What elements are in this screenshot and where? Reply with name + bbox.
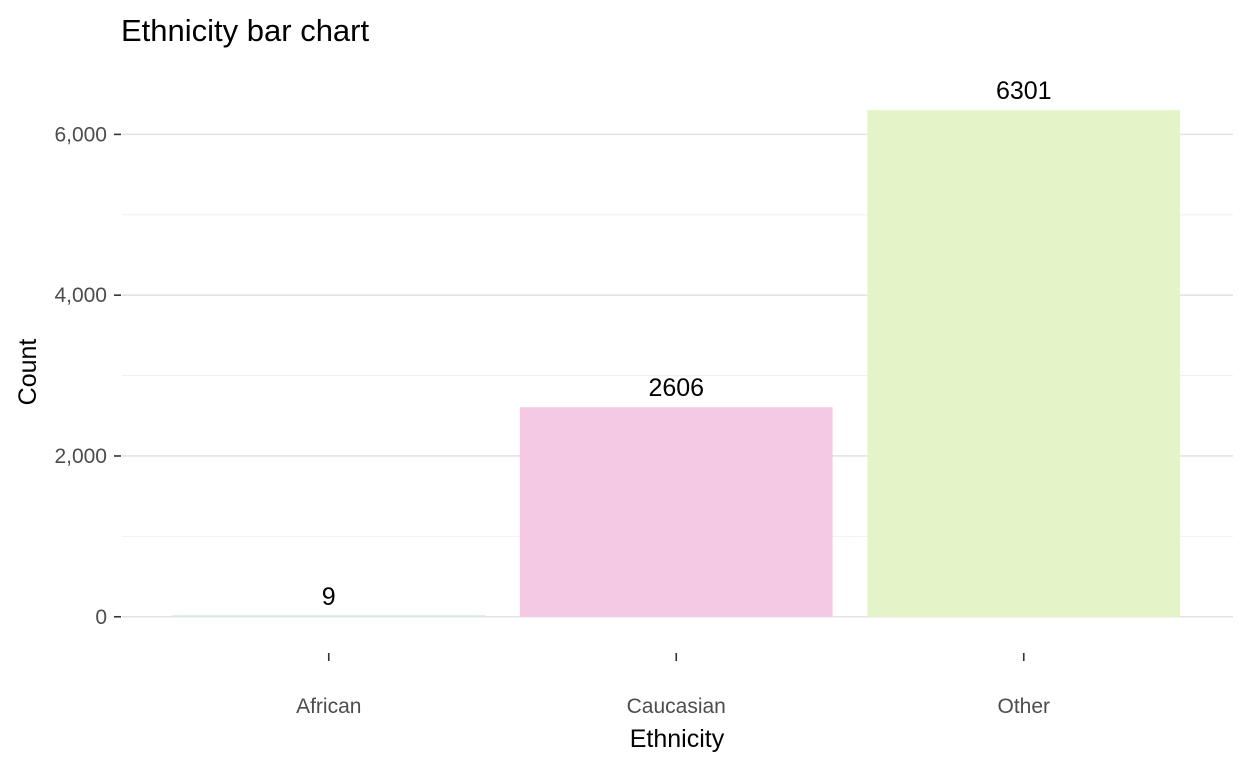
x-axis-title: Ethnicity (630, 725, 725, 753)
axes: 0 2,000 4,000 6,000 African Caucasian Other (54, 123, 1050, 718)
x-tick-label-african: African (296, 695, 361, 718)
chart-title: Ethnicity bar chart (121, 13, 369, 48)
y-axis-title: Count (14, 339, 42, 406)
y-tick-label: 0 (95, 606, 107, 629)
y-tick-label: 2,000 (54, 445, 107, 468)
bar-caucasian (519, 407, 833, 617)
bar-other (867, 110, 1181, 617)
bars (172, 110, 1181, 617)
y-tick-label: 4,000 (54, 284, 107, 307)
y-tick-label: 6,000 (54, 123, 107, 146)
data-label-caucasian: 2606 (648, 374, 704, 402)
data-labels: 9 2606 6301 (322, 77, 1052, 611)
bar-african (172, 615, 486, 617)
x-tick-label-other: Other (997, 695, 1050, 718)
data-label-african: 9 (322, 583, 336, 611)
x-tick-label-caucasian: Caucasian (627, 695, 726, 718)
data-label-other: 6301 (996, 77, 1052, 105)
